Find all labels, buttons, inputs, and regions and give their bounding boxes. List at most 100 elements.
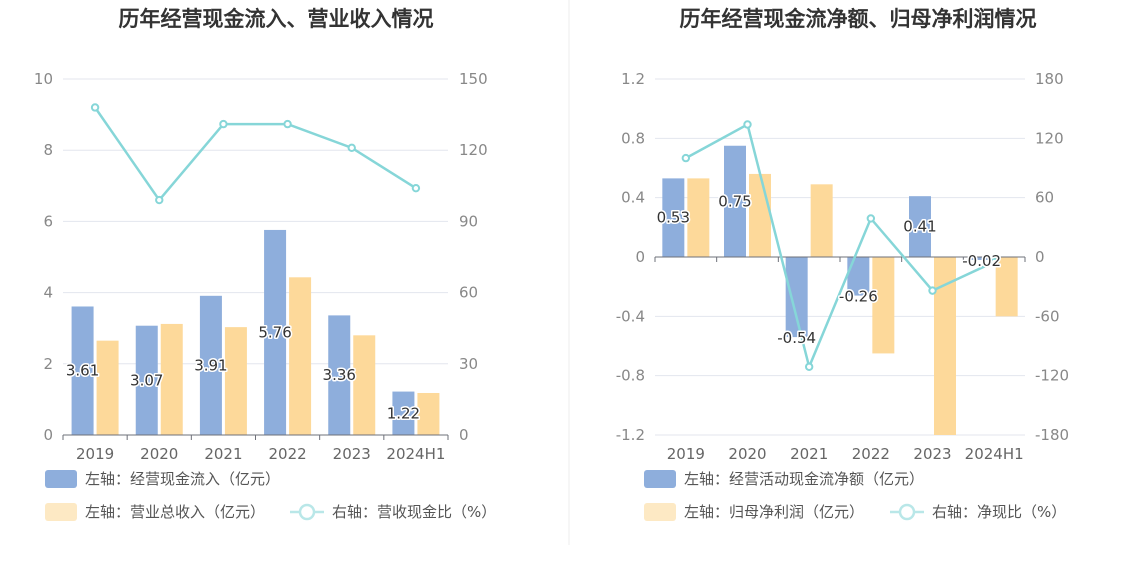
line-point [743,120,752,129]
bar [199,295,222,435]
line-point [866,214,876,223]
bar [328,315,351,435]
y-tick-label-right: 120 [459,141,488,159]
y-tick-label-right: -60 [1035,307,1060,325]
x-tick-label: 2023 [333,445,371,463]
x-tick-label: 2020 [140,445,178,463]
legend-label: 右轴：净现比（%） [932,503,1066,521]
x-tick-label: 2024H1 [386,445,445,463]
y-tick-label-left: 6 [43,212,53,230]
bar [392,391,415,435]
bar [970,257,993,260]
legend-swatch [644,503,676,521]
bar [417,392,440,435]
chart-panel-net-cash-flow: 历年经营现金流净额、归母净利润情况 -1.2 -180 -0.8 -120 -0.4 -6… [616,7,1069,521]
line-point [283,119,292,129]
y-tick-label-right: 30 [459,355,478,373]
bar [224,327,247,435]
y-tick-label-right: 120 [1035,129,1064,147]
x-tick-label: 2024H1 [965,445,1024,463]
bar [724,145,746,257]
y-tick-label-right: 60 [459,284,478,302]
x-tick-label: 2022 [268,445,306,463]
y-tick-label-left: 0 [43,426,53,444]
y-tick-label-right: -120 [1035,367,1069,385]
line-point [989,257,999,267]
y-tick-label-left: -0.8 [616,367,645,385]
x-tick-label: 2019 [667,445,705,463]
legend-label: 左轴：归母净利润（亿元） [684,503,864,521]
x-tick-label: 2019 [76,445,114,463]
line-point [347,143,356,153]
bar [749,173,771,257]
legend-label: 左轴：经营活动现金流净额（亿元） [684,470,924,488]
x-tick-label: 2020 [728,445,766,463]
series-line [94,106,417,203]
line-point [90,103,100,112]
data-label: 0.75 [718,192,751,210]
legend-label: 左轴：经营现金流入（亿元） [85,470,280,488]
series-line [685,122,995,371]
y-tick-label-right: 90 [459,212,478,230]
y-tick-label-left: 1.2 [621,70,645,88]
data-label: 3.07 [130,371,163,389]
chart-title: 历年经营现金流入、营业收入情况 [119,7,434,31]
bar [96,340,119,435]
line-point [411,183,421,193]
data-label: 0.41 [903,218,936,236]
data-label: -0.54 [777,329,816,347]
bar [810,184,833,257]
bar [264,229,287,435]
y-tick-label-right: 60 [1035,189,1054,207]
y-tick-label-left: 4 [43,284,53,302]
data-label: 1.22 [387,404,420,422]
legend-marker [298,503,316,521]
y-tick-label-left: 8 [43,141,53,159]
x-tick-label: 2023 [913,445,951,463]
y-tick-label-left: 2 [43,355,53,373]
bar [934,257,956,435]
line-point [928,286,937,295]
bar [909,196,931,257]
y-tick-label-left: 0 [635,248,645,266]
y-tick-label-right: 150 [459,70,488,88]
bar [160,323,183,435]
bar [353,335,376,435]
bar [995,257,1018,317]
data-label: 5.76 [258,323,291,341]
line-point [155,195,164,205]
line-point [219,119,228,129]
bar [872,257,895,354]
chart-panel-cash-inflow: 历年经营现金流入、营业收入情况 0 0 2 30 4 60 6 90 8 120 10 150 2019… [34,7,496,521]
x-tick-label: 2021 [790,445,828,463]
bar [71,306,94,435]
bar [785,257,808,338]
legend-label: 右轴：营收现金比（%） [332,503,496,521]
data-label: 3.36 [323,366,356,384]
data-label: -0.26 [839,288,878,306]
bar [687,178,710,257]
line-point [681,153,691,163]
line-point [804,362,814,371]
bar [847,257,870,296]
legend-label: 左轴：营业总收入（亿元） [85,503,265,521]
y-tick-label-left: 10 [34,70,53,88]
y-tick-label-right: 0 [459,426,469,444]
x-tick-label: 2022 [852,445,890,463]
legend-marker [898,503,916,521]
bar [135,325,158,435]
legend-swatch [45,470,77,488]
data-label: -0.02 [962,252,1001,270]
y-tick-label-right: -180 [1035,426,1069,444]
data-label: 0.53 [657,209,690,227]
y-tick-label-left: -0.4 [616,307,645,325]
x-tick-label: 2021 [204,445,242,463]
y-tick-label-right: 0 [1035,248,1045,266]
legend-swatch [644,470,676,488]
chart-title: 历年经营现金流净额、归母净利润情况 [680,7,1037,31]
y-tick-label-left: 0.8 [621,129,645,147]
bar [289,277,312,435]
legend-swatch [45,503,77,521]
data-label: 3.91 [194,356,227,374]
